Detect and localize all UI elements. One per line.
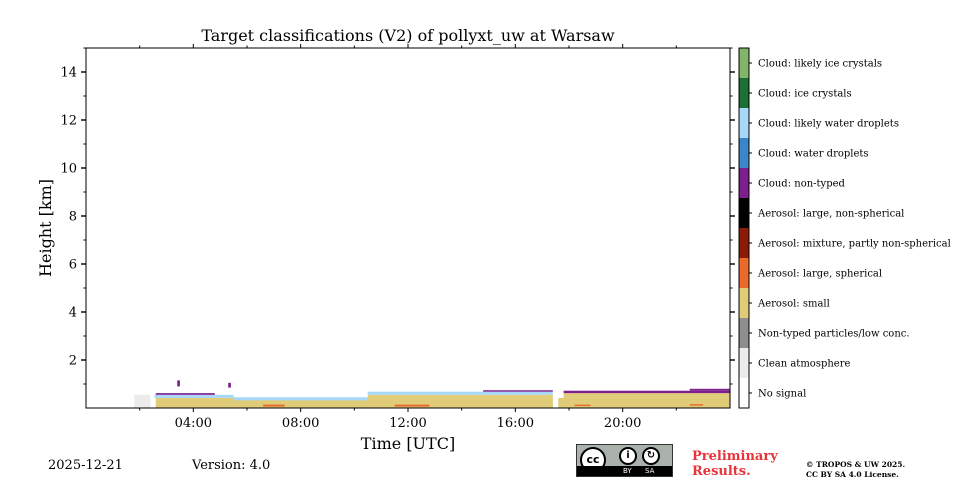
colorbar-swatch-4 (739, 258, 749, 288)
class-patch-16 (134, 394, 151, 408)
y-tick-label-10: 10 (60, 162, 77, 177)
colorbar-label-9: Cloud: likely water droplets (758, 119, 899, 130)
y-tick-label-8: 8 (69, 210, 77, 225)
copyright-notice: © TROPOS & UW 2025. CC BY SA 4.0 License… (806, 460, 905, 480)
x-axis-label: Time [UTC] (361, 434, 455, 453)
sa-text: SA (645, 467, 655, 475)
x-tick-label-4: 04:00 (175, 416, 212, 431)
class-patch-15 (689, 404, 704, 406)
y-tick-label-6: 6 (69, 258, 77, 273)
copyright-line2: CC BY SA 4.0 License. (806, 470, 899, 479)
copyright-line1: © TROPOS & UW 2025. (806, 460, 906, 469)
colorbar-swatch-2 (739, 318, 749, 348)
class-patch-10 (177, 380, 180, 387)
y-tick-label-4: 4 (69, 306, 77, 321)
colorbar-swatch-6 (739, 198, 749, 228)
colorbar-label-0: No signal (758, 389, 806, 400)
x-axis: 04:00 08:00 12:00 16:00 20:00 (139, 44, 677, 431)
class-patch-12 (263, 404, 285, 407)
colorbar-swatch-11 (739, 48, 749, 78)
colorbar-label-3: Aerosol: small (757, 299, 830, 310)
by-text: BY (623, 467, 632, 475)
colorbar-swatch-0 (739, 378, 749, 408)
colorbar-swatch-5 (739, 228, 749, 258)
x-tick-label-20: 20:00 (604, 416, 641, 431)
colorbar-frame (738, 47, 750, 409)
chart-title: Target classifications (V2) of pollyxt_u… (201, 26, 615, 45)
colorbar-swatch-1 (739, 348, 749, 378)
class-patch-6 (155, 393, 215, 395)
x-tick-label-8: 08:00 (282, 416, 319, 431)
y-axis-label: Height [km] (36, 179, 55, 277)
class-patch-9 (689, 388, 730, 391)
colorbar-swatch-3 (739, 288, 749, 318)
class-patch-3 (150, 394, 234, 398)
class-patch-17 (552, 376, 559, 408)
preliminary-line1: Preliminary (692, 449, 778, 464)
y-tick-label-14: 14 (60, 66, 77, 81)
attribution-icon: i (619, 447, 637, 465)
colorbar: No signal Clean atmosphere Non-typed parti… (738, 47, 951, 409)
class-patch-7 (483, 390, 553, 392)
colorbar-swatch-9 (739, 108, 749, 138)
date-label: 2025-12-21 (48, 458, 123, 473)
colorbar-label-6: Aerosol: large, non-spherical (757, 209, 904, 220)
class-patch-13 (394, 404, 430, 407)
class-patch-18 (150, 391, 155, 408)
colorbar-swatch-10 (739, 78, 749, 108)
class-patch-2 (563, 393, 730, 398)
y-axis: 2 4 6 8 10 12 14 (60, 47, 735, 385)
preliminary-notice: Preliminary Results. (692, 449, 778, 479)
colorbar-label-7: Cloud: non-typed (758, 179, 846, 190)
version-label: Version: 4.0 (192, 458, 271, 473)
colorbar-label-10: Cloud: ice crystals (758, 89, 852, 100)
cc-license-badge: cc i ↻ BY SA (576, 444, 673, 477)
class-patch-5 (367, 391, 553, 395)
colorbar-label-8: Cloud: water droplets (758, 149, 869, 160)
colorbar-swatch-7 (739, 168, 749, 198)
share-alike-icon: ↻ (642, 447, 660, 465)
preliminary-line2: Results. (692, 464, 751, 479)
colorbar-label-4: Aerosol: large, spherical (757, 269, 882, 280)
colorbar-swatch-8 (739, 138, 749, 168)
y-tick-label-2: 2 (69, 354, 77, 369)
colorbar-label-1: Clean atmosphere (758, 359, 851, 370)
plot-data (134, 376, 730, 408)
class-patch-0 (155, 397, 730, 408)
x-tick-label-12: 12:00 (389, 416, 426, 431)
colorbar-label-5: Aerosol: mixture, partly non-spherical (757, 239, 951, 250)
class-patch-11 (228, 382, 231, 388)
colorbar-label-2: Non-typed particles/low conc. (758, 329, 910, 340)
class-patch-14 (574, 404, 591, 407)
y-tick-label-12: 12 (60, 114, 77, 129)
class-patch-8 (563, 390, 730, 394)
x-tick-label-16: 16:00 (497, 416, 534, 431)
colorbar-label-11: Cloud: likely ice crystals (758, 59, 882, 70)
class-patch-4 (233, 397, 368, 401)
class-patch-1 (367, 394, 553, 398)
plot-frame (85, 47, 731, 409)
